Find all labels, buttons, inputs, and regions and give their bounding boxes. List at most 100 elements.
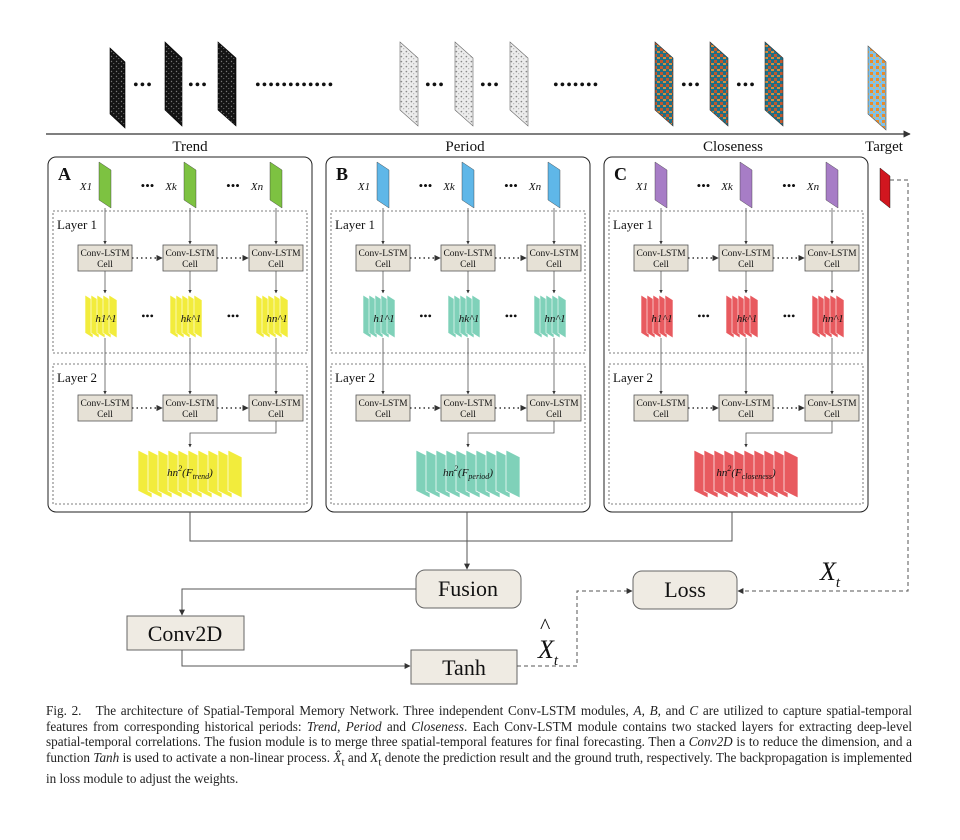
input-frame bbox=[654, 161, 668, 209]
output-paren: ) bbox=[771, 467, 776, 479]
hidden-state-label: hk^1 bbox=[181, 313, 202, 325]
figure-caption: Fig. 2. The architecture of Spatial-Temp… bbox=[46, 703, 913, 787]
input-dots: ••• bbox=[504, 178, 518, 193]
cell-label: Cell bbox=[546, 260, 562, 270]
input-label: Xk bbox=[442, 181, 456, 193]
layer1-label: Layer 1 bbox=[335, 217, 375, 232]
conv2d-label: Conv2D bbox=[148, 621, 223, 646]
layer2-box bbox=[330, 363, 586, 505]
loss-block bbox=[632, 570, 738, 610]
output-main: hn bbox=[443, 467, 455, 479]
feature-map bbox=[279, 294, 289, 339]
cell-label: Cell bbox=[182, 260, 198, 270]
feature-dots: ••• bbox=[697, 309, 710, 323]
merge-line-a bbox=[189, 512, 467, 542]
period-dots-2: ••• bbox=[480, 77, 500, 94]
cell-label: Cell bbox=[375, 410, 391, 420]
cell-label: Cell bbox=[460, 410, 476, 420]
input-frame bbox=[183, 161, 197, 209]
output-label: hn2(Ftrend) bbox=[167, 464, 213, 481]
cell-label: Conv-LSTM bbox=[443, 399, 493, 409]
layer1-box bbox=[52, 210, 308, 354]
cell-label: Cell bbox=[653, 260, 669, 270]
output-feature-map bbox=[505, 449, 521, 499]
cell-label: Cell bbox=[738, 410, 754, 420]
cell-label: Conv-LSTM bbox=[529, 399, 579, 409]
output-sub: closeness bbox=[742, 472, 772, 481]
hidden-state-label: hn^1 bbox=[822, 313, 843, 325]
input-label: X1 bbox=[79, 181, 92, 193]
module-letter: B bbox=[336, 164, 348, 184]
cell-to-output bbox=[188, 421, 277, 448]
output-func: F bbox=[461, 467, 469, 479]
conv-lstm-cell-l1 bbox=[718, 244, 774, 272]
feature-dots: ••• bbox=[783, 309, 796, 323]
output-paren: ) bbox=[208, 467, 213, 479]
cell-label: Conv-LSTM bbox=[358, 399, 408, 409]
cell-label: Conv-LSTM bbox=[80, 249, 130, 259]
layer1-box bbox=[330, 210, 586, 354]
cell-label: Cell bbox=[460, 260, 476, 270]
feature-dots: ••• bbox=[141, 309, 154, 323]
target-label: Target bbox=[865, 139, 904, 155]
feature-map bbox=[386, 294, 396, 339]
feature-map bbox=[664, 294, 674, 339]
conv2d-to-tanh bbox=[181, 650, 411, 669]
input-label: Xk bbox=[720, 181, 734, 193]
xt-label: Xt bbox=[819, 557, 841, 591]
loss-label: Loss bbox=[664, 577, 706, 602]
closeness-dots-1: ••• bbox=[681, 77, 701, 94]
conv-lstm-cell-l2 bbox=[440, 394, 496, 422]
output-sub: trend bbox=[193, 472, 211, 481]
cell-label: Conv-LSTM bbox=[165, 399, 215, 409]
cell-to-output bbox=[744, 421, 833, 448]
cell-label: Conv-LSTM bbox=[80, 399, 130, 409]
cell-label: Cell bbox=[375, 260, 391, 270]
target-frame bbox=[867, 45, 887, 131]
target-sample bbox=[879, 167, 891, 209]
output-main: hn bbox=[167, 467, 179, 479]
input-dots: ••• bbox=[697, 178, 711, 193]
layer2-label: Layer 2 bbox=[57, 370, 97, 385]
feature-map bbox=[193, 294, 203, 339]
conv-lstm-cell-l1 bbox=[804, 244, 860, 272]
conv-lstm-cell-l1 bbox=[162, 244, 218, 272]
input-dots: ••• bbox=[419, 178, 433, 193]
cell-label: Cell bbox=[738, 260, 754, 270]
target-to-loss bbox=[737, 179, 909, 594]
output-sub: period bbox=[467, 472, 490, 481]
feature-map bbox=[471, 294, 481, 339]
cell-label: Cell bbox=[653, 410, 669, 420]
hidden-state-label: h1^1 bbox=[373, 313, 394, 325]
output-func: F bbox=[734, 467, 742, 479]
conv-lstm-cell-l1 bbox=[440, 244, 496, 272]
closeness-frame-2 bbox=[709, 41, 729, 127]
output-label: hn2(Fperiod) bbox=[443, 464, 493, 481]
output-main: hn bbox=[716, 467, 728, 479]
cell-label: Conv-LSTM bbox=[721, 249, 771, 259]
closeness-frame-3 bbox=[764, 41, 784, 127]
pipeline: Fusion Conv2D Tanh Xt ^ Loss Xt bbox=[126, 179, 909, 685]
cell-label: Conv-LSTM bbox=[807, 249, 857, 259]
conv-lstm-cell-l2 bbox=[77, 394, 133, 422]
layer1-label: Layer 1 bbox=[57, 217, 97, 232]
hidden-state-label: hn^1 bbox=[266, 313, 287, 325]
output-sup: 2 bbox=[454, 464, 458, 473]
output-sup: 2 bbox=[178, 464, 182, 473]
feature-dots: ••• bbox=[419, 309, 432, 323]
trend-frame-2 bbox=[164, 41, 183, 127]
output-feature-map bbox=[783, 449, 799, 499]
closeness-label: Closeness bbox=[703, 139, 763, 155]
input-dots: ••• bbox=[226, 178, 240, 193]
cell-label: Conv-LSTM bbox=[165, 249, 215, 259]
period-label: Period bbox=[445, 139, 485, 155]
gap-dots-2: ••••••• bbox=[553, 77, 599, 94]
conv-lstm-cell-l2 bbox=[804, 394, 860, 422]
output-func: F bbox=[185, 467, 193, 479]
layer2-box bbox=[608, 363, 864, 505]
output-paren: ( bbox=[458, 467, 463, 479]
hidden-state-label: h1^1 bbox=[95, 313, 116, 325]
fusion-label: Fusion bbox=[438, 576, 498, 601]
layer1-label: Layer 1 bbox=[613, 217, 653, 232]
